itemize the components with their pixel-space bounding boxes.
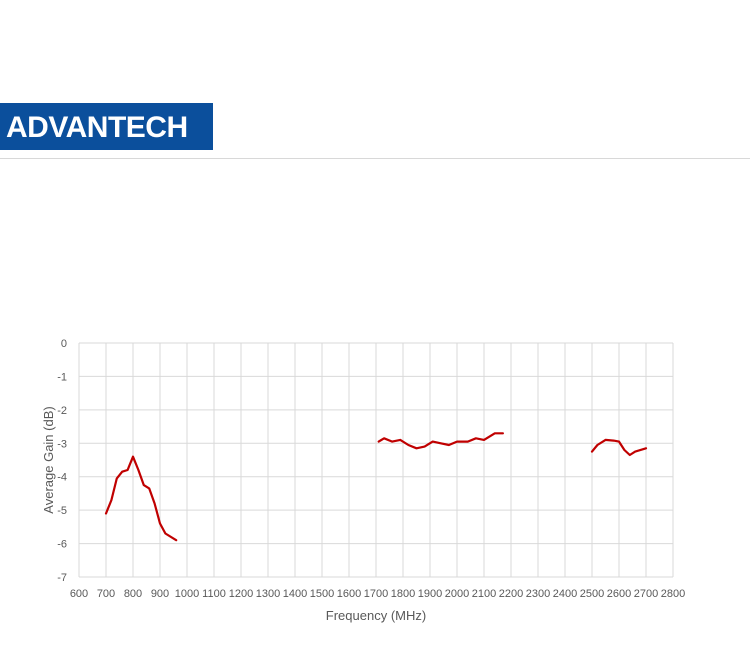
y-axis-label: Average Gain (dB) — [41, 406, 56, 513]
x-tick-label: 1100 — [202, 588, 226, 600]
gain-line-band-1 — [104, 455, 178, 542]
x-tick-label: 2700 — [634, 588, 658, 600]
gain-line-band-2 — [377, 432, 504, 450]
x-tick-label: 1800 — [391, 588, 415, 600]
x-tick-label: 700 — [97, 588, 115, 600]
x-tick-label: 2200 — [499, 588, 523, 600]
y-tick-label: -4 — [57, 472, 67, 484]
x-tick-label: 2400 — [553, 588, 577, 600]
y-tick-label: -7 — [57, 572, 67, 584]
x-tick-label: 1600 — [337, 588, 361, 600]
x-tick-label: 1700 — [364, 588, 388, 600]
x-tick-label: 1900 — [418, 588, 442, 600]
x-tick-label: 1200 — [229, 588, 253, 600]
x-tick-label: 2300 — [526, 588, 550, 600]
advantech-logo: ADVANTECH — [0, 103, 213, 150]
header-divider — [0, 158, 750, 159]
y-tick-label: -5 — [57, 505, 67, 517]
y-tick-label: -3 — [57, 438, 67, 450]
x-tick-label: 2000 — [445, 588, 469, 600]
x-axis-label: Frequency (MHz) — [326, 608, 426, 623]
y-tick-label: -2 — [57, 405, 67, 417]
y-tick-label: -6 — [57, 539, 67, 551]
x-tick-label: 600 — [70, 588, 88, 600]
y-tick-label: 0 — [61, 338, 67, 350]
logo-text: ADVANTECH — [6, 111, 188, 144]
x-tick-label: 1000 — [175, 588, 199, 600]
gain-line-band-3 — [590, 438, 648, 457]
x-tick-label: 2500 — [580, 588, 604, 600]
x-tick-label: 2600 — [607, 588, 631, 600]
x-tick-label: 1400 — [283, 588, 307, 600]
x-tick-label: 800 — [124, 588, 142, 600]
x-tick-label: 900 — [151, 588, 169, 600]
x-tick-label: 1300 — [256, 588, 280, 600]
x-tick-label: 2800 — [661, 588, 685, 600]
x-tick-label: 2100 — [472, 588, 496, 600]
x-tick-label: 1500 — [310, 588, 334, 600]
y-tick-label: -1 — [57, 371, 67, 383]
